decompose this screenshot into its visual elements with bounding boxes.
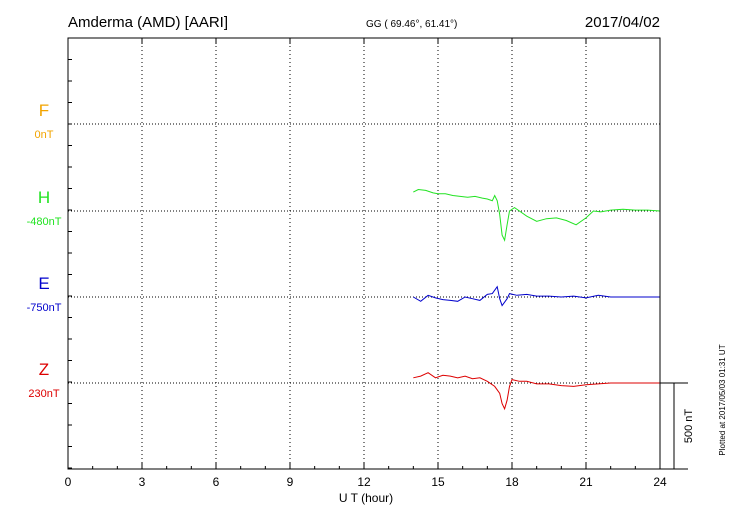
grid bbox=[141, 38, 587, 469]
x-tick-label-9: 9 bbox=[287, 475, 294, 489]
channel-baseline-F: 0nT bbox=[35, 129, 54, 141]
scale-bar-label: 500 nT bbox=[683, 409, 695, 444]
x-tick-label-0: 0 bbox=[65, 475, 72, 489]
x-tick-label-21: 21 bbox=[579, 475, 593, 489]
channel-name-Z: Z bbox=[39, 360, 49, 379]
trace-H bbox=[413, 188, 661, 242]
x-axis-ticks bbox=[67, 38, 661, 469]
plotted-at-note: Plotted at 2017/05/03 01:31 UT bbox=[718, 344, 727, 455]
coords-label: GG ( 69.46°, 61.41°) bbox=[366, 19, 457, 30]
channel-baseline-E: -750nT bbox=[27, 302, 62, 314]
channel-baseline-H: -480nT bbox=[27, 216, 62, 228]
x-axis-label: U T (hour) bbox=[339, 491, 393, 505]
channel-traces bbox=[413, 188, 661, 411]
scale-bar: 500 nT bbox=[660, 382, 695, 470]
x-tick-label-3: 3 bbox=[139, 475, 146, 489]
x-axis-tick-labels: 0 3 6 9 12 15 18 21 24 bbox=[65, 475, 667, 489]
channel-name-H: H bbox=[38, 188, 50, 207]
channel-labels: F 0nT H -480nT E -750nT Z 230nT bbox=[27, 101, 62, 400]
date-label: 2017/04/02 bbox=[585, 14, 660, 31]
trace-E bbox=[413, 285, 660, 307]
x-tick-label-12: 12 bbox=[357, 475, 371, 489]
x-tick-label-6: 6 bbox=[213, 475, 220, 489]
x-tick-label-24: 24 bbox=[653, 475, 667, 489]
trace-Z bbox=[413, 372, 660, 411]
channel-baseline-Z: 230nT bbox=[28, 388, 59, 400]
x-tick-label-15: 15 bbox=[431, 475, 445, 489]
station-title: Amderma (AMD) [AARI] bbox=[68, 14, 228, 31]
x-tick-label-18: 18 bbox=[505, 475, 519, 489]
channel-name-F: F bbox=[39, 101, 49, 120]
channel-name-E: E bbox=[38, 274, 49, 293]
